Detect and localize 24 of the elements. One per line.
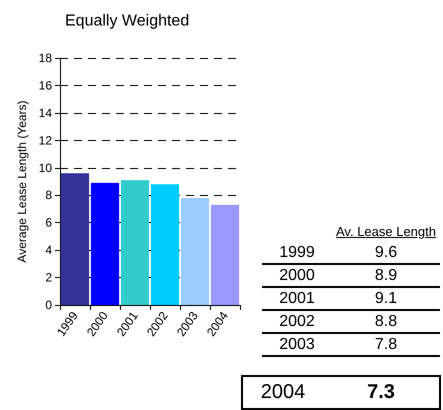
y-tick-label: 6 <box>45 216 52 230</box>
chart-title: Equally Weighted <box>65 12 190 30</box>
text: 8.9 <box>374 266 398 286</box>
y-tick-label: 16 <box>38 78 52 92</box>
y-tick-label: 12 <box>38 133 52 148</box>
y-tick-label: 4 <box>45 243 52 258</box>
category-label: 2003 <box>279 336 315 353</box>
category-label: 2001 <box>279 290 315 307</box>
y-tick-label: 2 <box>45 270 52 285</box>
text: 7.8 <box>374 335 398 355</box>
text: 9.6 <box>374 243 398 263</box>
category-label: 1999 <box>279 244 315 261</box>
text: Av. Lease Length <box>335 223 437 241</box>
category-label: 2000 <box>279 267 315 284</box>
y-tick-label: 0 <box>45 298 52 312</box>
text: 8.8 <box>374 312 398 332</box>
text: 7.3 <box>366 380 396 405</box>
y-axis-title: Average Lease Length (Years) <box>15 100 29 263</box>
y-tick-label: 8 <box>45 188 52 202</box>
y-tick-label: 18 <box>38 51 52 65</box>
y-tick-label: 10 <box>38 160 52 175</box>
text: 9.1 <box>374 289 398 309</box>
y-tick-label: 14 <box>38 106 52 120</box>
category-label: 2004 <box>260 381 306 403</box>
